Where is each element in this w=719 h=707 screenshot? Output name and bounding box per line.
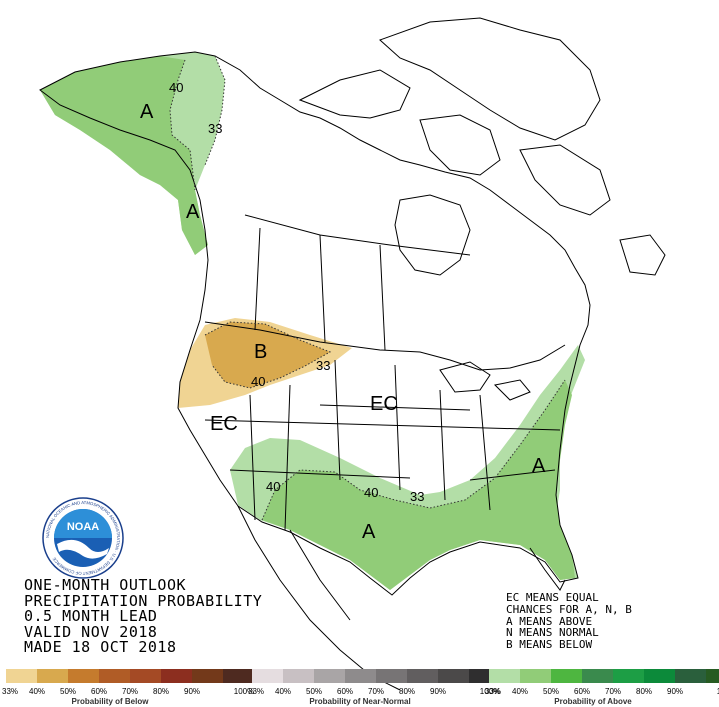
- west-ec-label: EC: [210, 413, 238, 435]
- scale-title-below: Probability of Below: [71, 697, 149, 706]
- scale-below-tick: 100%: [233, 687, 255, 696]
- scale-below-tick: 40%: [28, 687, 46, 696]
- outlook-title: ONE-MONTH OUTLOOK PRECIPITATION PROBABILI…: [24, 576, 263, 656]
- title-line-5: MADE 18 OCT 2018: [24, 638, 177, 656]
- scale-below-swatch: [6, 669, 37, 683]
- title-line-2: PRECIPITATION PROBABILITY: [24, 591, 263, 610]
- alaska-above-40: [40, 56, 208, 255]
- scale-above-tick: 100%: [716, 687, 719, 696]
- scale-above-tick: 60%: [573, 687, 591, 696]
- scale-above: [489, 669, 719, 683]
- probability-shading: [40, 52, 585, 590]
- key-line-5: B MEANS BELOW: [506, 638, 593, 652]
- scale-above-swatch: [675, 669, 706, 683]
- scale-below-swatch: [223, 669, 254, 683]
- scale-above-tick: 90%: [666, 687, 684, 696]
- scale-below-tick: 33%: [1, 687, 19, 696]
- scale-normal-swatch: [376, 669, 407, 683]
- scale-near-normal: [252, 669, 500, 683]
- southwest-40-label: 40: [266, 479, 280, 494]
- scale-above-swatch: [644, 669, 675, 683]
- scale-below-tick: 90%: [183, 687, 201, 696]
- scale-normal-tick: 70%: [367, 687, 385, 696]
- scale-above-swatch: [582, 669, 613, 683]
- title-line-1: ONE-MONTH OUTLOOK: [24, 576, 187, 594]
- noaa-logo: NOAA NATIONAL OCEANIC AND ATMOSPHERIC AD…: [42, 497, 124, 579]
- scale-normal-tick: 100%: [479, 687, 501, 696]
- scale-below-swatch: [130, 669, 161, 683]
- scale-above-tick: 50%: [542, 687, 560, 696]
- scale-normal-swatch: [438, 669, 469, 683]
- scale-below-swatch: [37, 669, 68, 683]
- probability-contours: [169, 55, 566, 521]
- scale-below-tick: 80%: [152, 687, 170, 696]
- scale-title-near-normal: Probability of Near-Normal: [309, 697, 411, 706]
- central-ec-label: EC: [370, 393, 398, 415]
- alaska-40-label: 40: [169, 80, 183, 95]
- southeast-a-label: A: [532, 455, 546, 477]
- scale-above-swatch: [706, 669, 719, 683]
- scale-normal-swatch: [283, 669, 314, 683]
- key-line-2: CHANCES FOR A, N, B: [506, 602, 632, 616]
- scale-below-tick: 70%: [121, 687, 139, 696]
- scale-normal-swatch: [314, 669, 345, 683]
- map-labels: A A 40 33 B 40 33 EC EC 40 40 33 A A: [140, 80, 546, 543]
- northwest-40-label: 40: [251, 374, 265, 389]
- northwest-b-label: B: [254, 341, 267, 363]
- key-line-1: EC MEANS EQUAL: [506, 591, 599, 604]
- scale-normal-swatch: [345, 669, 376, 683]
- noaa-logo-text: NOAA: [67, 521, 99, 533]
- scale-normal-tick: 40%: [274, 687, 292, 696]
- scale-above-swatch: [613, 669, 644, 683]
- scale-below-tick: 50%: [59, 687, 77, 696]
- key-line-4: N MEANS NORMAL: [506, 626, 599, 640]
- south-33-label: 33: [410, 489, 424, 504]
- scale-normal-tick: 80%: [398, 687, 416, 696]
- alaska-a-label: A: [140, 101, 154, 123]
- scale-above-swatch: [551, 669, 582, 683]
- alaska-33-label: 33: [208, 121, 222, 136]
- scale-below-swatch: [161, 669, 192, 683]
- scale-title-above: Probability of Above: [554, 697, 632, 706]
- scale-below-swatch: [192, 669, 223, 683]
- south-a-label: A: [362, 521, 376, 543]
- title-line-4: VALID NOV 2018: [24, 622, 158, 641]
- scale-normal-tick: 60%: [336, 687, 354, 696]
- scale-above-tick: 40%: [511, 687, 529, 696]
- scale-below-swatch: [68, 669, 99, 683]
- scale-below: [6, 669, 254, 683]
- south-40-label: 40: [364, 485, 378, 500]
- scale-normal-swatch: [252, 669, 283, 683]
- map-boundaries: [39, 17, 666, 691]
- scale-above-tick: 70%: [604, 687, 622, 696]
- northwest-below-40: [205, 322, 330, 388]
- scale-normal-tick: 50%: [305, 687, 323, 696]
- scale-normal-swatch: [407, 669, 438, 683]
- scale-above-tick: 80%: [635, 687, 653, 696]
- key-line-3: A MEANS ABOVE: [506, 614, 593, 628]
- alaska-panhandle-a-label: A: [186, 201, 200, 223]
- scale-above-swatch: [520, 669, 551, 683]
- south-east-above-40: [262, 380, 575, 590]
- title-line-3: 0.5 MONTH LEAD: [24, 607, 158, 625]
- scale-above-tick: 33%: [484, 687, 502, 696]
- scale-below-tick: 60%: [90, 687, 108, 696]
- scale-normal-tick: 90%: [429, 687, 447, 696]
- scale-normal-tick: 33%: [247, 687, 265, 696]
- scale-below-swatch: [99, 669, 130, 683]
- northwest-33-label: 33: [316, 358, 330, 373]
- scale-above-swatch: [489, 669, 520, 683]
